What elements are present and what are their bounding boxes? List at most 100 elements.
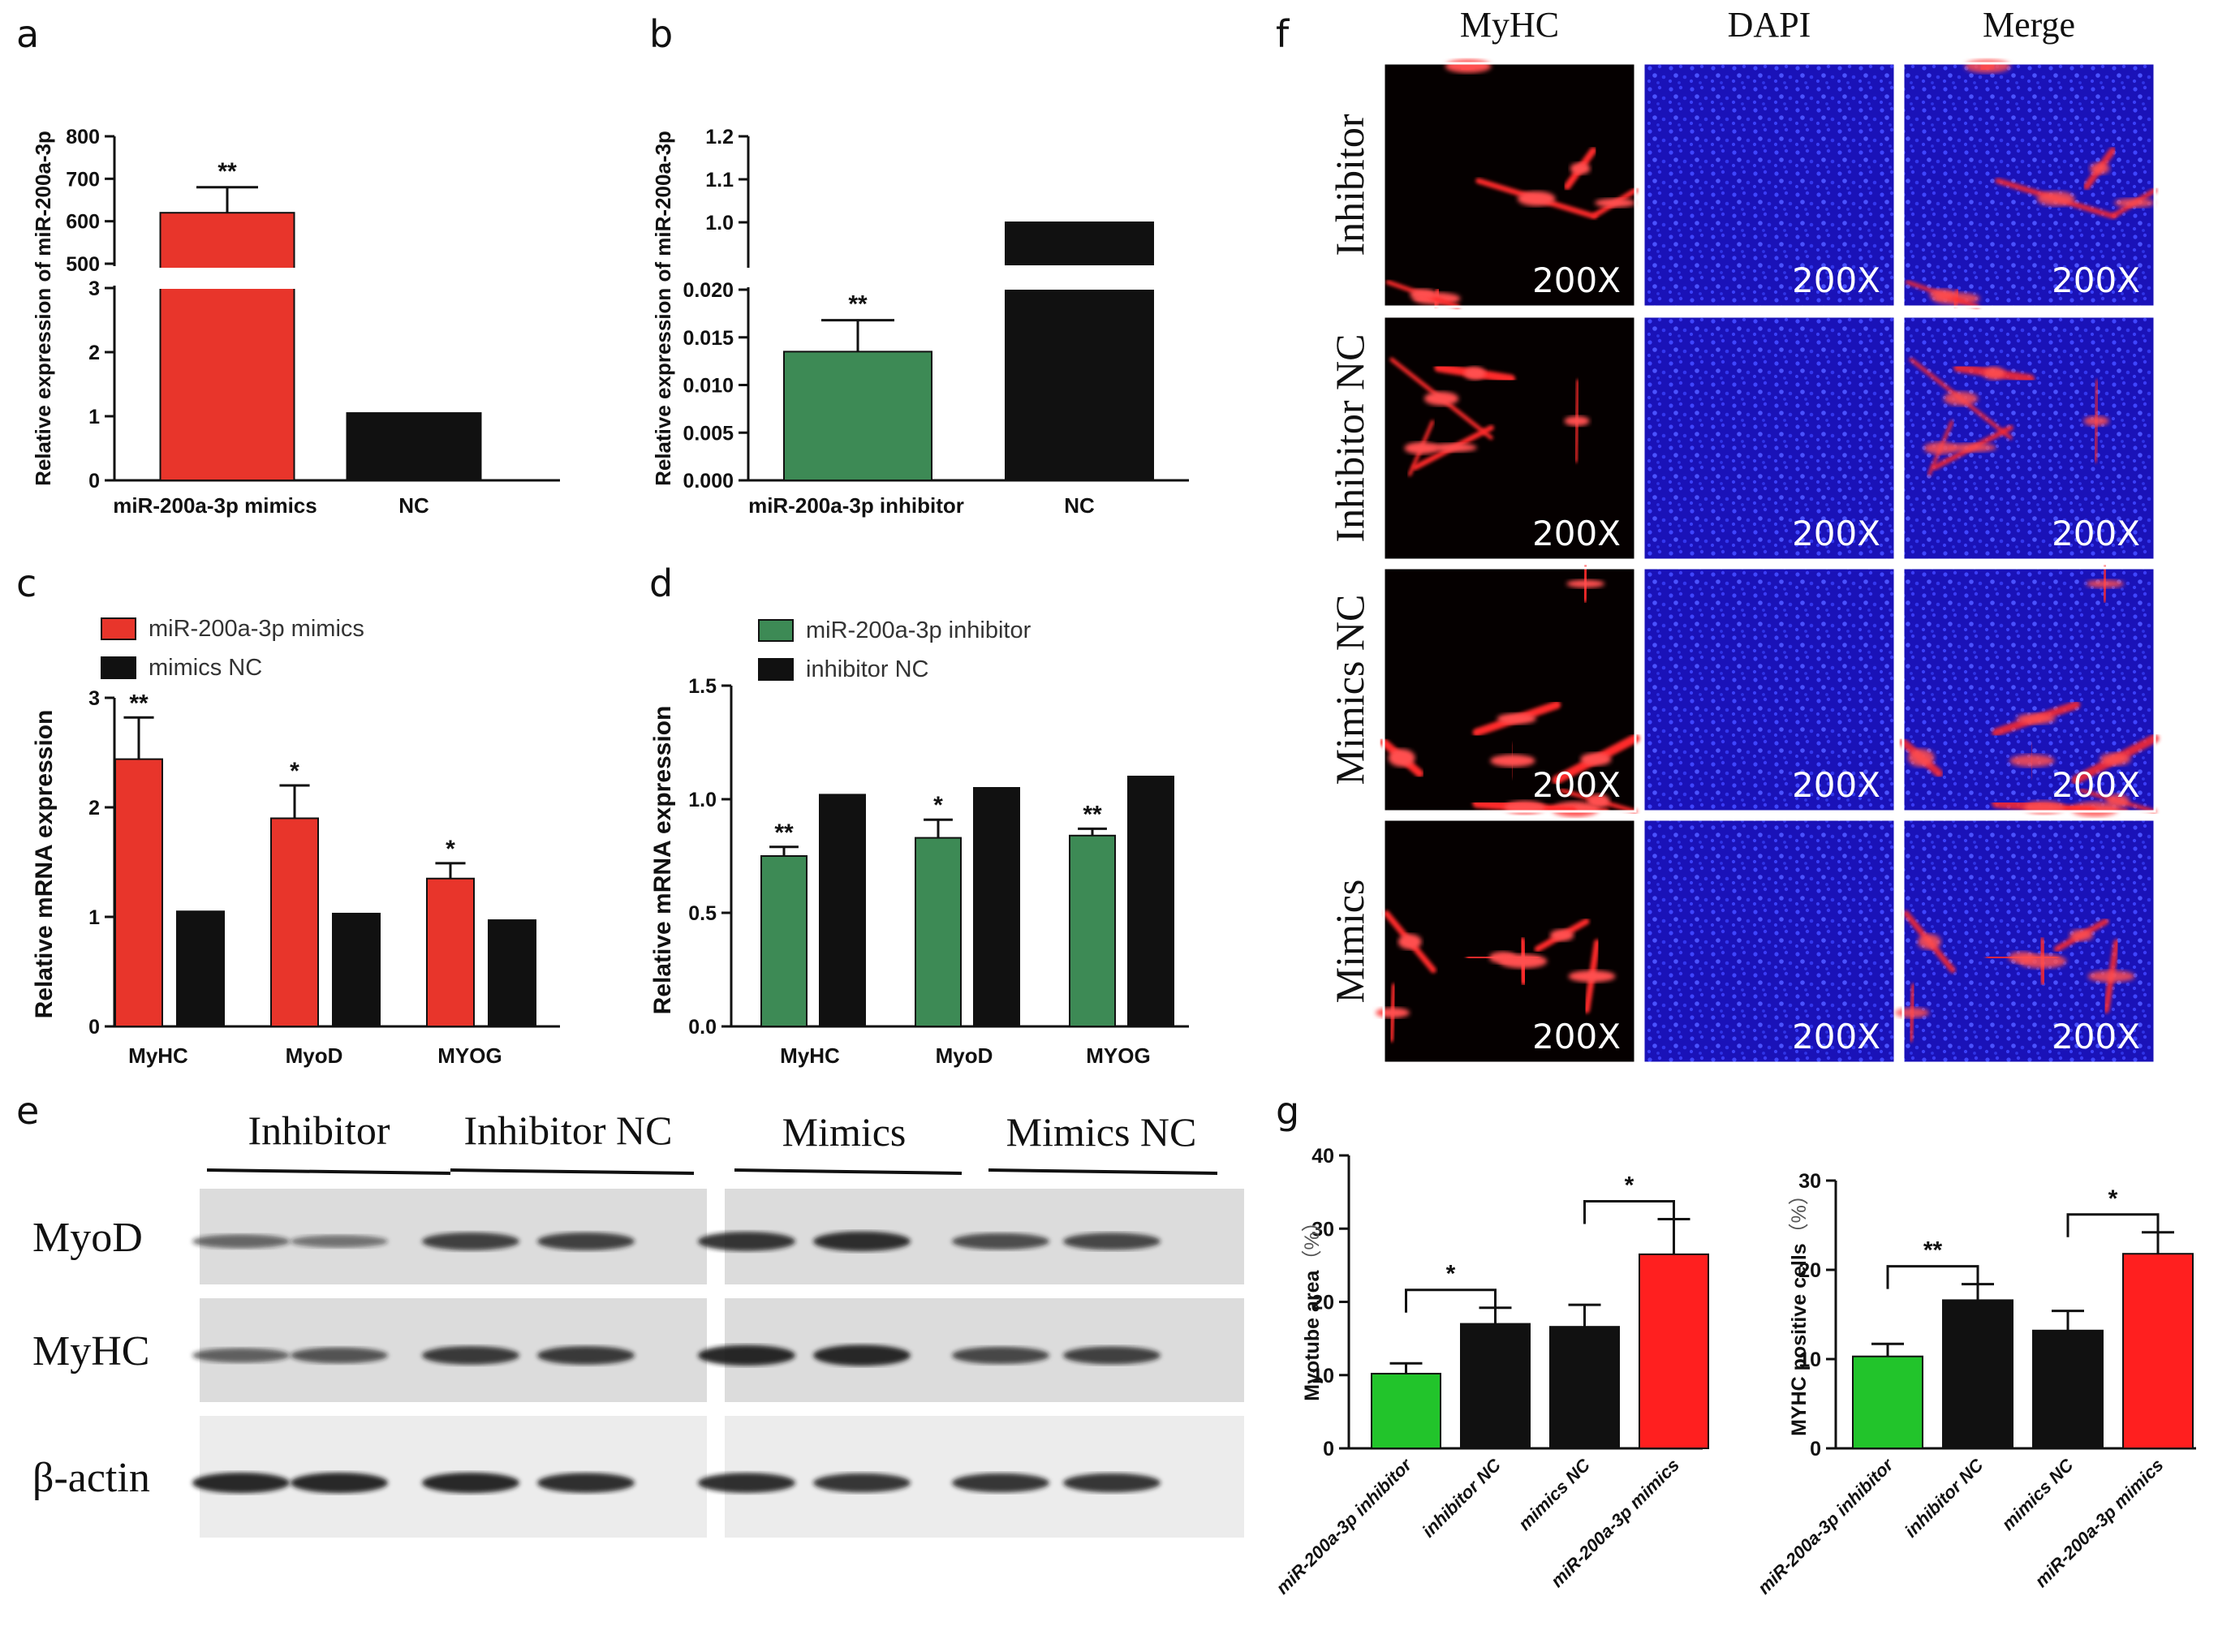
f-image-0-0-blob-1 bbox=[1517, 191, 1556, 206]
e-group-label-2: Mimics bbox=[782, 1109, 907, 1155]
f-image-2-2-blob-7 bbox=[1907, 749, 1935, 768]
c-legend-swatch-1 bbox=[101, 656, 136, 679]
f-row-label-2: Mimics NC bbox=[1327, 595, 1372, 785]
f-image-3-2-border bbox=[1901, 818, 2156, 1065]
f-image-3-2-blob-4 bbox=[1917, 934, 1941, 950]
panel-letter-d: d bbox=[649, 561, 673, 605]
c-bar-1-1 bbox=[332, 912, 381, 1027]
d-ytick-0-label: 0.0 bbox=[688, 1016, 717, 1039]
b-ytick-up-1-label: 1.1 bbox=[705, 169, 734, 191]
b-ytick-low-0-label: 0.000 bbox=[683, 470, 734, 493]
d-category-2: MYOG bbox=[1086, 1043, 1150, 1068]
f-image-1-2-blob-3 bbox=[2083, 415, 2109, 427]
e-band-2-4 bbox=[698, 1473, 795, 1493]
f-image-1-2-blob-1 bbox=[1943, 391, 1979, 406]
e-protein-label-0: MyoD bbox=[32, 1215, 143, 1261]
panel-b-chart: 0.000 0.005 0.010 0.015 0.020 1.0 1.1 1.2 ** miR… bbox=[651, 126, 1189, 518]
panel-letter-f: f bbox=[1276, 12, 1290, 56]
f-image-3-0-blob-2 bbox=[1498, 953, 1548, 969]
f-image-3-1 bbox=[1643, 820, 1895, 1063]
f-image-2-0-blob-7 bbox=[1388, 749, 1415, 768]
f-image-1-0-blob-2 bbox=[1404, 441, 1438, 454]
g1-ytick-4-label: 40 bbox=[1311, 1145, 1334, 1168]
e-band-2-5 bbox=[813, 1473, 911, 1493]
f-image-3-0-blob-0 bbox=[1568, 970, 1616, 983]
d-bar-2-1 bbox=[1127, 776, 1174, 1027]
f-image-0-0-border bbox=[1382, 62, 1637, 308]
f-image-2-2-blob-1 bbox=[2100, 752, 2131, 766]
c-ytick-2-label: 2 bbox=[88, 797, 100, 820]
e-band-1-5 bbox=[813, 1344, 911, 1366]
panel-g-chart-right: 0 10 20 30 miR-200a-3p inhibitor inhibitor N… bbox=[1754, 1170, 2196, 1598]
f-column-label-1: DAPI bbox=[1728, 5, 1811, 45]
f-image-0-2-blob-2 bbox=[1929, 288, 1956, 300]
e-band-0-7 bbox=[1063, 1233, 1161, 1250]
f-image-3-1-magnification: 200X bbox=[1792, 1017, 1880, 1056]
f-image-2-0 bbox=[1384, 568, 1635, 811]
c-legend-label-1: mimics NC bbox=[149, 655, 262, 681]
b-ytick-low-3-label: 0.015 bbox=[683, 327, 734, 350]
f-image-3-2-blob-2 bbox=[2018, 953, 2067, 969]
c-significance-0-0: ** bbox=[129, 690, 149, 716]
e-band-0-1 bbox=[291, 1235, 388, 1248]
f-image-0-0 bbox=[1384, 63, 1635, 307]
panel-e-western-blot: Inhibitor Inhibitor NC Mimics Mimics NC Myo… bbox=[32, 1108, 1244, 1538]
f-image-3-2-blob-0 bbox=[2087, 970, 2135, 983]
a-significance-0: ** bbox=[217, 158, 237, 185]
panel-letter-g: g bbox=[1276, 1089, 1299, 1133]
panel-letter-b: b bbox=[649, 12, 673, 56]
f-image-2-0-border bbox=[1382, 566, 1637, 813]
f-image-2-2-blob-6 bbox=[2009, 754, 2055, 768]
f-image-2-1 bbox=[1643, 568, 1895, 811]
c-ytick-1-label: 1 bbox=[88, 906, 100, 929]
f-image-2-0-blob-6 bbox=[1490, 754, 1535, 768]
b-ytick-up-2-label: 1.2 bbox=[705, 126, 734, 148]
g2-bracket-0 bbox=[1886, 1265, 1979, 1289]
g1-bracket-1 bbox=[1583, 1200, 1675, 1224]
e-group-label-1: Inhibitor NC bbox=[464, 1108, 673, 1153]
c-ytick-3-label: 3 bbox=[88, 687, 100, 710]
d-bar-1-1 bbox=[973, 787, 1020, 1027]
f-image-3-1-border bbox=[1642, 818, 1897, 1065]
b-ytick-low-1-label: 0.005 bbox=[683, 422, 734, 445]
f-image-1-2-border bbox=[1901, 315, 2156, 561]
panel-a-y-axis-label: Relative expression of miR-200a-3p bbox=[31, 131, 55, 486]
f-image-0-1-magnification: 200X bbox=[1792, 260, 1880, 300]
d-bar-0-0 bbox=[760, 855, 808, 1027]
f-image-2-0-blob-4 bbox=[1587, 794, 1610, 808]
f-image-1-1-magnification: 200X bbox=[1792, 514, 1880, 553]
g1-ytick-2-label: 20 bbox=[1311, 1292, 1334, 1314]
a-ytick-up-1-label: 600 bbox=[66, 211, 100, 234]
g2-ytick-0-label: 0 bbox=[1810, 1438, 1821, 1461]
panel-f-immunofluorescence: MyHC DAPI Merge Inhibitor Inhibitor NC Mimic… bbox=[1327, 5, 2160, 1065]
f-image-1-1 bbox=[1643, 316, 1895, 560]
a-category-1: NC bbox=[398, 493, 429, 518]
panel-c-y-axis-label: Relative mRNA expression bbox=[31, 710, 58, 1019]
d-significance-2-0: ** bbox=[1083, 801, 1102, 828]
f-image-2-2-blob-3 bbox=[2016, 713, 2056, 725]
g1-bar-3 bbox=[1639, 1253, 1709, 1450]
f-image-0-0-blob-5 bbox=[1445, 59, 1492, 73]
f-image-0-2-blob-4 bbox=[2089, 162, 2110, 174]
f-image-1-0-blob-3 bbox=[1564, 415, 1590, 427]
b-ytick-up-0-label: 1.0 bbox=[705, 212, 734, 234]
c-significance-1-0: * bbox=[290, 758, 299, 785]
g2-category-0: miR-200a-3p inhibitor bbox=[1754, 1454, 1898, 1598]
f-row-label-3: Mimics bbox=[1327, 880, 1372, 1004]
a-ytick-low-2-label: 2 bbox=[88, 342, 100, 364]
f-image-2-2-blob-4 bbox=[2106, 794, 2130, 808]
e-band-2-2 bbox=[422, 1472, 519, 1494]
g1-bracket-0 bbox=[1405, 1288, 1497, 1313]
c-category-2: MYOG bbox=[437, 1043, 502, 1068]
b-ytick-low-4-label: 0.020 bbox=[683, 279, 734, 302]
panel-letter-c: c bbox=[16, 561, 37, 605]
g2-bar-1 bbox=[1942, 1299, 2013, 1450]
e-protein-label-1: MyHC bbox=[32, 1328, 149, 1375]
e-group-label-0: Inhibitor bbox=[248, 1108, 390, 1153]
e-band-0-6 bbox=[952, 1233, 1049, 1250]
f-image-3-0-border bbox=[1382, 818, 1637, 1065]
f-image-1-2-blob-2 bbox=[1923, 441, 1957, 454]
f-image-2-0-magnification: 200X bbox=[1532, 765, 1621, 805]
g1-bar-1 bbox=[1460, 1323, 1531, 1449]
